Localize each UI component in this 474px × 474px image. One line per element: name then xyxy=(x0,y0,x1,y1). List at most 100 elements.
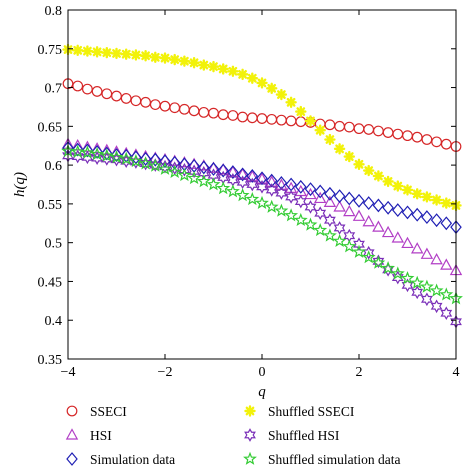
data-point xyxy=(390,266,405,280)
legend-item: Shuffled simulation data xyxy=(243,451,400,467)
data-point xyxy=(304,187,317,200)
data-point xyxy=(294,194,307,209)
data-point xyxy=(70,144,85,158)
data-point xyxy=(362,196,375,211)
y-tick-label: 0.5 xyxy=(45,237,63,252)
data-point xyxy=(304,200,317,214)
data-point xyxy=(111,90,122,102)
data-point xyxy=(91,86,103,97)
data-point xyxy=(314,206,327,221)
legend-label: SSECI xyxy=(90,404,127,419)
data-point xyxy=(372,254,385,269)
data-point xyxy=(81,45,94,57)
data-point xyxy=(391,270,404,285)
data-point xyxy=(343,191,356,206)
data-point xyxy=(362,214,375,227)
data-point xyxy=(120,154,133,169)
data-point xyxy=(91,46,103,58)
data-point xyxy=(109,150,124,164)
data-point xyxy=(246,169,259,182)
data-point xyxy=(333,189,346,204)
data-point xyxy=(410,242,424,254)
y-tick-label: 0.8 xyxy=(45,4,63,19)
data-point xyxy=(372,170,385,182)
data-point xyxy=(430,252,443,265)
data-point xyxy=(343,204,356,217)
data-point xyxy=(304,182,317,197)
data-point xyxy=(372,220,385,232)
data-point xyxy=(128,153,143,168)
legend-marker xyxy=(66,452,78,466)
data-point xyxy=(91,144,103,159)
data-point xyxy=(392,180,404,192)
y-tick-label: 0.65 xyxy=(38,120,63,135)
data-point xyxy=(440,306,453,321)
data-point xyxy=(322,228,337,242)
data-point xyxy=(411,131,423,143)
x-tick-label: −4 xyxy=(61,365,76,380)
data-point xyxy=(246,72,258,84)
data-point xyxy=(371,255,386,269)
data-point xyxy=(324,133,336,146)
legend-item: Simulation data xyxy=(66,452,175,467)
data-point xyxy=(99,148,114,162)
data-point xyxy=(314,124,326,136)
data-point xyxy=(353,158,365,171)
data-point xyxy=(440,258,453,270)
data-point xyxy=(207,168,220,183)
data-point xyxy=(159,154,171,169)
legend-label: HSI xyxy=(90,428,112,443)
data-point xyxy=(120,93,132,104)
data-point xyxy=(226,165,240,177)
data-point xyxy=(265,183,278,197)
data-point xyxy=(381,260,396,275)
data-point xyxy=(101,146,113,161)
data-point xyxy=(80,145,95,159)
data-point xyxy=(429,283,444,297)
legend: SSECI Shuffled SSECI HSI Shuffled HSI Simula… xyxy=(65,404,400,467)
data-point xyxy=(148,158,163,172)
y-tick-label: 0.55 xyxy=(38,198,63,213)
data-point xyxy=(256,180,268,194)
data-point xyxy=(101,88,113,100)
legend-marker xyxy=(65,428,79,440)
series-shuffled-sseci xyxy=(62,43,462,212)
legend-item: Shuffled HSI xyxy=(244,428,340,443)
data-point xyxy=(149,51,162,64)
plot-frame xyxy=(67,9,457,360)
data-point xyxy=(81,143,94,158)
axes: −4 −2 0 2 4 0.35 0.4 0.45 0.5 0.55 0.6 0.65 0.7 0.75 0… xyxy=(38,4,460,380)
legend-marker xyxy=(244,428,256,442)
data-point xyxy=(421,210,433,225)
series-shuffled-simulation-data xyxy=(61,143,463,305)
data-point xyxy=(343,150,355,163)
y-axis-label: h(q) xyxy=(12,172,28,197)
data-point xyxy=(440,216,453,231)
data-point xyxy=(71,142,84,157)
data-point xyxy=(342,239,357,253)
data-point xyxy=(392,203,404,218)
data-point xyxy=(139,50,152,62)
data-point xyxy=(440,197,452,209)
data-point xyxy=(227,65,239,77)
data-point xyxy=(431,136,443,148)
data-point xyxy=(420,247,434,259)
data-point xyxy=(236,167,249,180)
x-tick-label: −2 xyxy=(158,365,173,380)
data-point xyxy=(430,213,443,228)
x-axis-label: q xyxy=(258,384,266,400)
data-point xyxy=(284,208,299,222)
data-point xyxy=(411,188,423,200)
y-tick-label: 0.4 xyxy=(45,314,63,329)
data-point xyxy=(245,191,260,206)
data-point xyxy=(90,146,105,161)
data-point xyxy=(71,149,84,164)
data-point xyxy=(401,278,414,293)
data-point xyxy=(332,233,347,247)
data-point xyxy=(217,163,229,178)
data-point xyxy=(381,225,395,238)
data-point xyxy=(264,199,279,213)
data-point xyxy=(421,134,433,145)
data-point xyxy=(71,44,84,57)
